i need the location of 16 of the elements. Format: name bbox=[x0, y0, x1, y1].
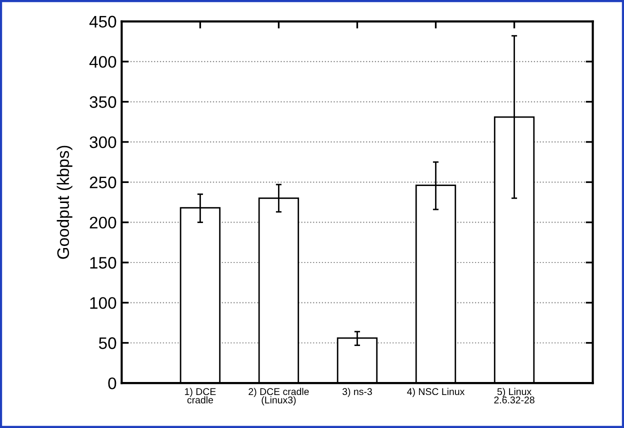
y-tick-label: 100 bbox=[90, 297, 116, 309]
y-tick-label: 250 bbox=[90, 176, 116, 188]
y-tick-label: 350 bbox=[90, 96, 116, 108]
y-tick-label: 150 bbox=[90, 256, 116, 269]
y-tick-label: 400 bbox=[89, 56, 116, 68]
x-tick-label: 3) ns-3 bbox=[342, 388, 372, 397]
x-tick-label: 2) DCE cradle (Linux3) bbox=[248, 388, 309, 406]
y-tick-label: 300 bbox=[90, 136, 116, 148]
y-tick-label: 200 bbox=[90, 216, 116, 229]
y-tick-label: 450 bbox=[89, 16, 116, 28]
y-axis-title: Goodput (kbps) bbox=[56, 146, 72, 259]
x-tick-label: 1) DCE cradle bbox=[185, 388, 216, 404]
x-tick-label: 5) Linux 2.6.32-28 bbox=[494, 388, 534, 404]
x-tick-label: 4) NSC Linux bbox=[407, 388, 465, 397]
y-tick-label: 50 bbox=[98, 337, 116, 350]
y-tick-label: 0 bbox=[108, 377, 116, 390]
